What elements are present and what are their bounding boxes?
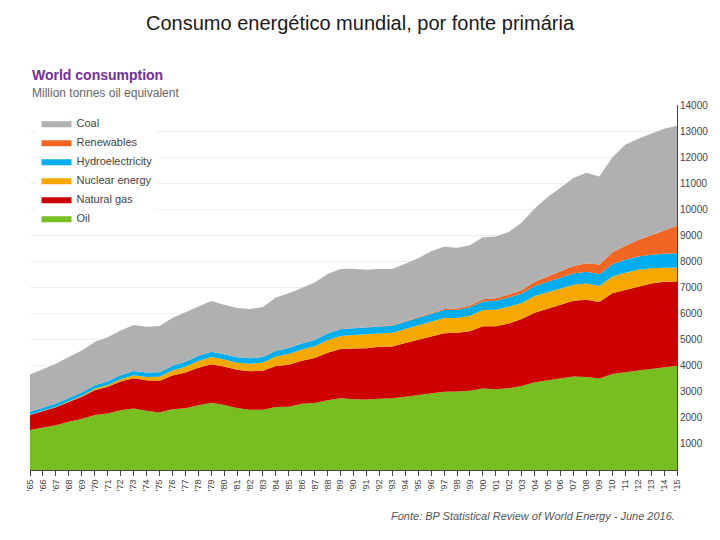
svg-text:'05: '05 (543, 480, 553, 492)
svg-text:'04: '04 (530, 480, 540, 492)
svg-text:Natural gas: Natural gas (76, 193, 133, 205)
svg-text:11000: 11000 (680, 178, 708, 189)
svg-text:14000: 14000 (680, 100, 708, 111)
svg-text:'12: '12 (633, 480, 643, 492)
svg-text:'97: '97 (439, 480, 449, 492)
svg-text:Consumo energético mundial, po: Consumo energético mundial, por fonte pr… (146, 12, 575, 34)
svg-text:'68: '68 (64, 480, 74, 492)
svg-text:'94: '94 (400, 480, 410, 492)
svg-text:'87: '87 (310, 480, 320, 492)
svg-text:'66: '66 (38, 480, 48, 492)
svg-text:'77: '77 (180, 480, 190, 492)
svg-text:'13: '13 (646, 480, 656, 492)
svg-text:2000: 2000 (680, 412, 703, 423)
svg-text:'95: '95 (413, 480, 423, 492)
svg-text:1000: 1000 (680, 438, 703, 449)
svg-text:'83: '83 (258, 480, 268, 492)
svg-text:5000: 5000 (680, 334, 703, 345)
svg-text:'89: '89 (335, 480, 345, 492)
svg-text:'15: '15 (672, 480, 682, 492)
svg-text:'11: '11 (620, 480, 630, 491)
svg-text:7000: 7000 (680, 282, 703, 293)
svg-text:8000: 8000 (680, 256, 703, 267)
svg-text:Coal: Coal (76, 117, 99, 129)
svg-text:'08: '08 (581, 480, 591, 492)
svg-text:'10: '10 (607, 480, 617, 492)
svg-text:'00: '00 (478, 480, 488, 492)
svg-text:'71: '71 (103, 480, 113, 492)
svg-text:'99: '99 (465, 480, 475, 492)
svg-text:6000: 6000 (680, 308, 703, 319)
svg-text:'72: '72 (116, 480, 126, 492)
svg-text:'85: '85 (284, 480, 294, 492)
svg-text:4000: 4000 (680, 360, 703, 371)
svg-text:'93: '93 (387, 480, 397, 492)
svg-text:'09: '09 (594, 480, 604, 492)
svg-text:'07: '07 (568, 480, 578, 492)
svg-text:Oil: Oil (76, 212, 89, 224)
svg-text:'86: '86 (297, 480, 307, 492)
svg-text:'96: '96 (426, 480, 436, 492)
svg-text:World consumption: World consumption (32, 67, 163, 83)
svg-text:'88: '88 (323, 480, 333, 492)
svg-text:'70: '70 (90, 480, 100, 492)
svg-text:3000: 3000 (680, 386, 703, 397)
svg-text:'78: '78 (193, 480, 203, 492)
svg-text:'14: '14 (659, 480, 669, 492)
svg-text:'69: '69 (77, 480, 87, 492)
svg-text:12000: 12000 (680, 152, 708, 163)
svg-text:Nuclear energy: Nuclear energy (76, 174, 151, 186)
svg-text:'98: '98 (452, 480, 462, 492)
svg-text:13000: 13000 (680, 126, 708, 137)
svg-text:Renewables: Renewables (76, 136, 137, 148)
svg-text:10000: 10000 (680, 204, 708, 215)
svg-text:'80: '80 (219, 480, 229, 492)
svg-text:'74: '74 (141, 480, 151, 492)
svg-text:Hydroelectricity: Hydroelectricity (76, 155, 152, 167)
svg-text:'06: '06 (555, 480, 565, 492)
svg-text:Million tonnes oil equivalent: Million tonnes oil equivalent (32, 86, 179, 100)
svg-text:'81: '81 (232, 480, 242, 492)
svg-text:'03: '03 (517, 480, 527, 492)
svg-text:'67: '67 (51, 480, 61, 492)
svg-text:'91: '91 (361, 480, 371, 492)
svg-text:'76: '76 (167, 480, 177, 492)
svg-text:'90: '90 (348, 480, 358, 492)
svg-text:'79: '79 (206, 480, 216, 492)
svg-text:'02: '02 (504, 480, 514, 492)
svg-text:'65: '65 (25, 480, 35, 492)
svg-text:'84: '84 (271, 480, 281, 492)
svg-text:Fonte: BP Statistical Review o: Fonte: BP Statistical Review of World En… (391, 510, 675, 522)
svg-text:9000: 9000 (680, 230, 703, 241)
svg-text:'92: '92 (374, 480, 384, 492)
svg-text:'73: '73 (128, 480, 138, 492)
svg-text:'75: '75 (154, 480, 164, 492)
svg-text:'82: '82 (245, 480, 255, 492)
svg-text:'01: '01 (491, 480, 501, 492)
